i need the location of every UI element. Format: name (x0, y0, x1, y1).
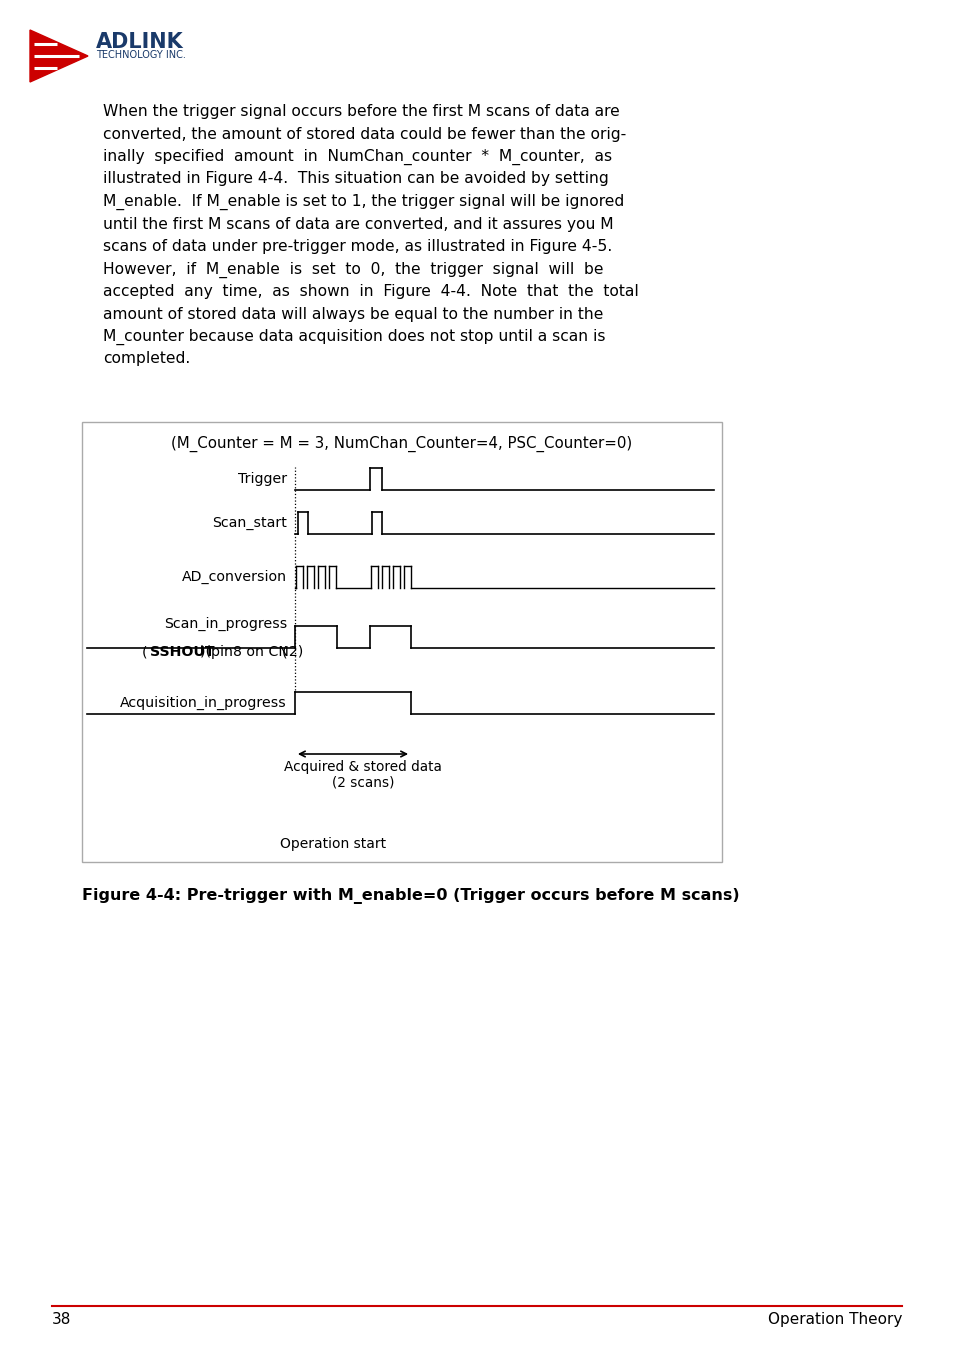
Text: ADLINK: ADLINK (96, 32, 184, 51)
Text: AD_conversion: AD_conversion (182, 571, 287, 584)
Text: Trigger: Trigger (237, 472, 287, 485)
Text: illustrated in Figure 4-4.  This situation can be avoided by setting: illustrated in Figure 4-4. This situatio… (103, 172, 608, 187)
Text: However,  if  M_enable  is  set  to  0,  the  trigger  signal  will  be: However, if M_enable is set to 0, the tr… (103, 261, 603, 277)
Text: (2 scans): (2 scans) (332, 776, 394, 790)
Text: completed.: completed. (103, 352, 190, 366)
Text: Operation start: Operation start (280, 837, 386, 850)
Text: (: ( (281, 645, 287, 658)
Text: Scan_start: Scan_start (212, 516, 287, 530)
Text: TECHNOLOGY INC.: TECHNOLOGY INC. (96, 50, 186, 59)
Text: accepted  any  time,  as  shown  in  Figure  4-4.  Note  that  the  total: accepted any time, as shown in Figure 4-… (103, 284, 639, 299)
Text: Acquired & stored data: Acquired & stored data (284, 760, 441, 773)
Text: (: ( (142, 645, 148, 658)
Text: Acquisition_in_progress: Acquisition_in_progress (120, 696, 287, 710)
Text: until the first M scans of data are converted, and it assures you M: until the first M scans of data are conv… (103, 216, 613, 231)
Text: Scan_in_progress: Scan_in_progress (164, 617, 287, 631)
Text: M_enable.  If M_enable is set to 1, the trigger signal will be ignored: M_enable. If M_enable is set to 1, the t… (103, 193, 623, 210)
Text: (M_Counter = M = 3, NumChan_Counter=4, PSC_Counter=0): (M_Counter = M = 3, NumChan_Counter=4, P… (172, 435, 632, 452)
Text: scans of data under pre-trigger mode, as illustrated in Figure 4-5.: scans of data under pre-trigger mode, as… (103, 239, 612, 254)
Text: SSHOUT: SSHOUT (150, 645, 214, 658)
Polygon shape (30, 30, 88, 82)
Text: Operation Theory: Operation Theory (767, 1311, 901, 1328)
Text: inally  specified  amount  in  NumChan_counter  *  M_counter,  as: inally specified amount in NumChan_count… (103, 149, 612, 165)
Text: Figure 4-4: Pre-trigger with M_enable=0 (Trigger occurs before M scans): Figure 4-4: Pre-trigger with M_enable=0 … (82, 888, 739, 904)
Text: )(pin8 on CN2): )(pin8 on CN2) (200, 645, 303, 658)
Bar (82, 422, 721, 863)
Text: converted, the amount of stored data could be fewer than the orig-: converted, the amount of stored data cou… (103, 127, 625, 142)
Text: amount of stored data will always be equal to the number in the: amount of stored data will always be equ… (103, 307, 602, 322)
Text: M_counter because data acquisition does not stop until a scan is: M_counter because data acquisition does … (103, 329, 605, 345)
Text: 38: 38 (52, 1311, 71, 1328)
Text: When the trigger signal occurs before the first M scans of data are: When the trigger signal occurs before th… (103, 104, 619, 119)
